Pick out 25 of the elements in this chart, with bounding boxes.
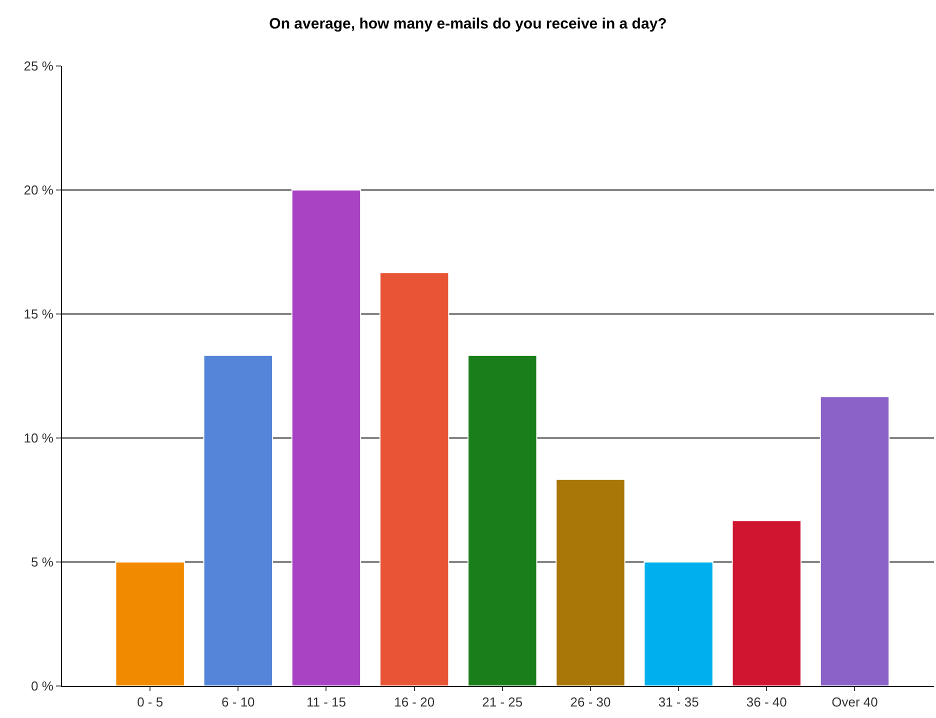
x-tick-label: 31 - 35 — [658, 694, 699, 710]
bar — [115, 562, 185, 686]
x-tick-label: 21 - 25 — [482, 694, 523, 710]
bar — [556, 478, 626, 686]
x-tick-label: 16 - 20 — [394, 694, 435, 710]
x-tick-label: 11 - 15 — [306, 694, 346, 710]
bar — [291, 190, 362, 686]
x-tick-label: 6 - 10 — [222, 694, 255, 710]
bar — [379, 272, 450, 686]
x-tick-label: 0 - 5 — [137, 694, 164, 710]
bar — [203, 354, 274, 686]
bar — [644, 562, 714, 686]
y-tick-label: 10 % — [24, 430, 54, 446]
y-tick-label: 20 % — [24, 182, 54, 198]
x-tick-label: 36 - 40 — [746, 694, 787, 710]
bar — [732, 520, 802, 686]
y-tick-label: 25 % — [24, 58, 54, 74]
y-tick-label: 0 % — [30, 678, 54, 694]
x-tick-label: Over 40 — [832, 694, 878, 710]
bar — [468, 354, 538, 686]
bar — [820, 396, 890, 686]
x-tick-label: 26 - 30 — [570, 694, 611, 710]
y-tick-label: 5 % — [30, 554, 54, 570]
y-tick-label: 15 % — [24, 306, 54, 322]
chart-title: On average, how many e-mails do you receive in a day? — [269, 15, 667, 32]
